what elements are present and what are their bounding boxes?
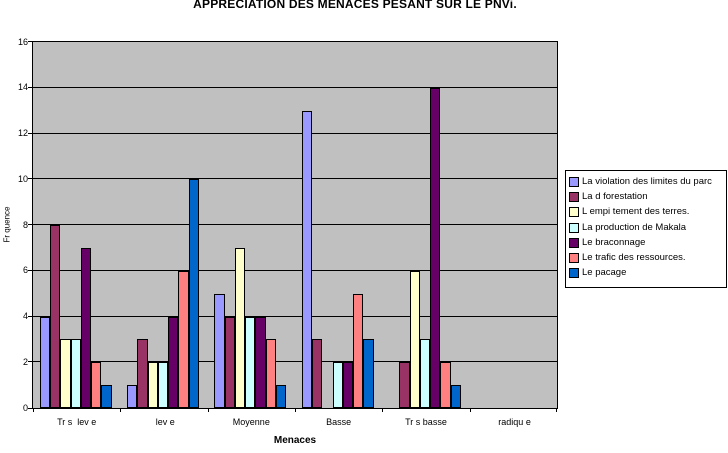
legend-item: La production de Makala <box>566 220 726 235</box>
gridline <box>33 86 557 88</box>
plot-area <box>32 41 558 409</box>
legend-item: La d forestation <box>566 189 726 204</box>
bar <box>419 339 431 408</box>
bar <box>157 362 169 408</box>
bar <box>137 339 148 408</box>
bar <box>265 339 276 408</box>
x-category-label: Tr s basse <box>405 417 447 427</box>
legend-item: Le braconnage <box>566 235 726 250</box>
y-tick-mark <box>28 315 33 317</box>
y-tick-label: 2 <box>22 356 28 367</box>
bar <box>440 362 451 408</box>
bar <box>409 270 420 408</box>
y-tick-label: 10 <box>17 173 28 184</box>
x-tick-mark <box>33 408 34 412</box>
legend: La violation des limites du parc La d for… <box>565 170 727 288</box>
legend-label: La d forestation <box>582 190 648 202</box>
y-tick-label: 14 <box>17 82 28 93</box>
legend-item: L empi tement des terres. <box>566 205 726 220</box>
y-tick-mark <box>28 86 33 88</box>
x-tick-mark <box>469 408 471 412</box>
bar <box>147 362 158 408</box>
x-category-label: radiqu e <box>495 417 531 427</box>
bar <box>91 362 102 408</box>
bar <box>49 225 61 408</box>
y-tick-mark <box>28 132 33 134</box>
legend-label: La production de Makala <box>582 221 687 233</box>
bar <box>301 110 312 408</box>
bar <box>80 247 92 408</box>
gridline <box>33 315 557 317</box>
bar <box>60 339 71 408</box>
gridline <box>33 361 557 363</box>
gridline <box>33 178 557 180</box>
bar <box>214 293 225 408</box>
bar <box>224 316 235 408</box>
x-tick-mark <box>295 408 296 412</box>
bar <box>311 339 323 408</box>
legend-swatch-icon <box>569 176 579 187</box>
y-tick-mark <box>28 408 33 409</box>
y-tick-mark <box>28 178 33 180</box>
bar <box>399 362 410 408</box>
y-tick-mark <box>28 41 33 42</box>
gridline <box>33 224 557 225</box>
x-category-label: Basse <box>326 417 352 427</box>
bar <box>363 339 374 408</box>
x-tick-mark <box>382 408 384 412</box>
legend-item: La violation des limites du parc <box>566 174 726 189</box>
bar <box>332 362 343 408</box>
y-tick-label: 12 <box>17 128 28 138</box>
legend-swatch-icon <box>569 253 579 264</box>
x-category-label: Tr s lev e <box>57 417 97 427</box>
bar <box>450 385 461 408</box>
bar <box>127 385 138 408</box>
legend-swatch-icon <box>569 207 579 218</box>
x-tick-mark <box>556 408 557 412</box>
legend-swatch-icon <box>569 237 579 248</box>
bar <box>430 87 441 408</box>
y-tick-label: 4 <box>22 311 28 321</box>
bar <box>255 316 266 408</box>
bar <box>70 339 81 408</box>
y-tick-mark <box>28 269 33 271</box>
y-tick-mark <box>28 361 33 363</box>
bar <box>178 270 189 408</box>
legend-label: Le trafic des ressources. <box>582 252 686 264</box>
gridline <box>33 132 557 134</box>
bar <box>353 293 364 408</box>
legend-item: Le pacage <box>566 266 726 281</box>
legend-label: L empi tement des terres. <box>582 206 690 218</box>
legend-swatch-icon <box>569 191 579 202</box>
legend-label: Le braconnage <box>582 236 646 248</box>
bar <box>188 179 199 408</box>
x-axis-title: Menaces <box>273 435 317 446</box>
y-tick-label: 6 <box>22 265 28 276</box>
bar <box>245 316 256 408</box>
y-tick-label: 16 <box>17 36 28 47</box>
x-tick-mark <box>120 408 122 412</box>
bar <box>168 316 179 408</box>
y-tick-mark <box>28 224 33 225</box>
chart-title: APPRECIATION DES MENACES PESANT SUR LE P… <box>193 0 517 11</box>
bar <box>234 247 246 408</box>
y-tick-label: 0 <box>22 402 28 413</box>
bar <box>39 316 50 408</box>
x-category-label: Moyenne <box>232 417 270 427</box>
bar <box>101 385 112 408</box>
gridline <box>33 269 557 271</box>
legend-item: Le trafic des ressources. <box>566 250 726 265</box>
x-tick-mark <box>207 408 209 412</box>
legend-label: Le pacage <box>582 267 627 279</box>
legend-label: La violation des limites du parc <box>582 175 712 187</box>
bar <box>342 362 354 408</box>
legend-swatch-icon <box>569 268 579 279</box>
x-category-label: lev e <box>153 417 175 427</box>
bar <box>276 385 287 408</box>
legend-swatch-icon <box>569 222 579 233</box>
y-tick-label: 8 <box>22 219 28 230</box>
